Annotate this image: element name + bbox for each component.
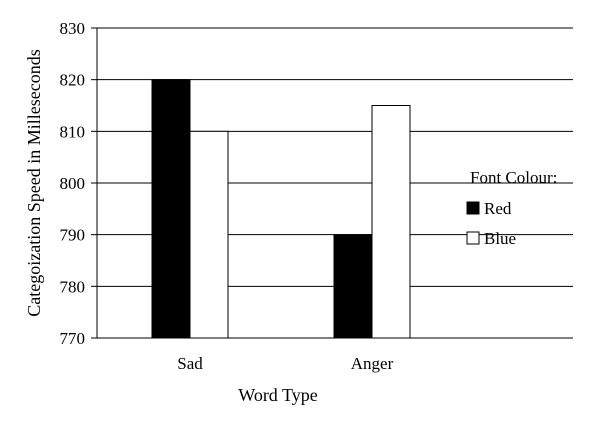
legend-swatch-red: [466, 201, 480, 215]
bar-sad-red: [151, 79, 191, 339]
legend: Font Colour: Red Blue: [466, 168, 557, 248]
bars: [151, 79, 411, 339]
y-tick-label: 800: [60, 174, 86, 193]
bar-anger-red: [333, 234, 373, 339]
legend-items: Red Blue: [466, 199, 516, 248]
bar-anger-blue: [371, 105, 411, 339]
legend-label-blue: Blue: [484, 229, 516, 248]
y-tick-label: 770: [60, 329, 86, 348]
legend-label-red: Red: [484, 199, 512, 218]
legend-title: Font Colour:: [470, 168, 557, 187]
x-tick-label: Anger: [351, 354, 394, 373]
bar-sad-blue: [189, 130, 229, 339]
legend-swatch-blue: [466, 231, 480, 245]
y-tick-label: 780: [60, 277, 86, 296]
y-tick-label: 810: [60, 122, 86, 141]
y-tick-labels: 770 780 790 800 810 820 830: [60, 19, 86, 348]
y-tick-label: 830: [60, 19, 86, 38]
y-tick-label: 820: [60, 71, 86, 90]
y-axis-title: Categoization Speed in Milleseconds: [24, 49, 44, 316]
x-tick-label: Sad: [177, 354, 203, 373]
y-tick-label: 790: [60, 226, 86, 245]
x-tick-labels: Sad Anger: [177, 354, 393, 373]
axes: [96, 28, 573, 339]
x-axis-title: Word Type: [238, 385, 317, 405]
